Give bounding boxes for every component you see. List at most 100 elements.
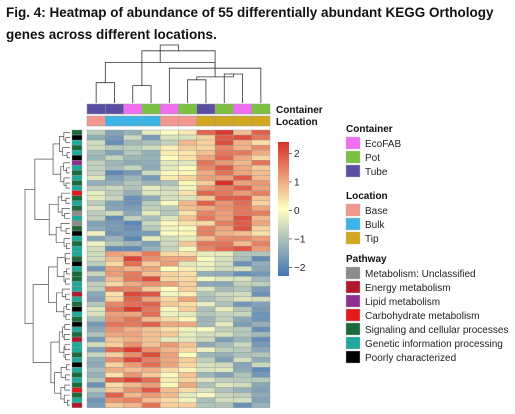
cell-r42-c5 (178, 341, 197, 348)
cell-r7-c0 (86, 165, 106, 171)
cell-r23-c4 (159, 245, 179, 252)
cell-r0-c1 (105, 129, 124, 136)
cell-r18-c0 (86, 220, 106, 227)
cell-r1-c3 (141, 134, 161, 141)
cell-r19-c9 (251, 225, 271, 232)
cell-r23-c7 (214, 245, 234, 252)
cell-r50-c7 (214, 382, 234, 388)
cell-r23-c6 (196, 245, 216, 252)
cell-r35-c3 (141, 306, 161, 313)
row-dendro-link-38 (64, 344, 70, 350)
pathway-cell-19 (71, 225, 83, 232)
row-dendro-link-8 (63, 177, 70, 186)
cell-r1-c5 (178, 134, 197, 141)
cell-r34-c8 (233, 301, 252, 307)
pathway-cell-35 (71, 306, 83, 313)
cell-r34-c2 (123, 301, 143, 307)
cell-r42-c9 (251, 341, 271, 348)
cell-r32-c2 (123, 291, 143, 297)
cell-r17-c3 (141, 215, 161, 222)
cell-r1-c9 (251, 134, 271, 141)
cell-r43-c4 (159, 346, 179, 353)
cell-r7-c5 (178, 165, 197, 171)
cell-r53-c6 (196, 397, 216, 403)
cell-r32-c9 (251, 291, 271, 297)
cell-r2-c8 (233, 139, 252, 146)
cell-r24-c1 (105, 250, 124, 257)
cell-r4-c3 (141, 149, 161, 156)
cell-r34-c4 (159, 301, 179, 307)
cell-r5-c2 (123, 155, 143, 161)
cell-r2-c0 (86, 139, 106, 146)
cell-r36-c1 (105, 311, 124, 318)
cell-r3-c7 (214, 144, 234, 151)
cell-r37-c9 (251, 316, 271, 323)
pathway-cell-4 (71, 149, 83, 156)
cell-r8-c9 (251, 170, 271, 176)
cell-r40-c1 (105, 331, 124, 338)
cell-r2-c7 (214, 139, 234, 146)
cell-r6-c1 (105, 160, 124, 166)
cell-r53-c7 (214, 397, 234, 403)
row-dendro-link-25 (65, 278, 70, 285)
cell-r0-c6 (196, 129, 216, 136)
cell-r24-c3 (141, 250, 161, 257)
cell-r51-c2 (123, 387, 143, 393)
cell-r31-c7 (214, 286, 234, 292)
legend-pathway: Pathway Metabolism: Unclassified Energy me… (345, 254, 508, 364)
row-dendro-link-11 (65, 197, 70, 204)
cell-r40-c6 (196, 331, 216, 338)
cell-r51-c3 (141, 387, 161, 393)
cell-r50-c9 (251, 382, 271, 388)
cell-r21-c2 (123, 235, 143, 242)
cell-r12-c0 (86, 190, 106, 196)
pathway-cell-47 (71, 367, 83, 373)
cell-r21-c6 (196, 235, 216, 242)
cell-r10-c3 (141, 180, 161, 186)
cell-r4-c7 (214, 149, 234, 156)
row-dendro-link-30 (66, 303, 70, 310)
location-cell-3 (141, 115, 161, 127)
cell-r51-c8 (233, 387, 252, 393)
row-dendro-link-29 (61, 288, 70, 297)
cell-r15-c7 (214, 205, 234, 212)
container-legend-title: Container (346, 124, 393, 135)
cell-r44-c7 (214, 352, 234, 358)
cell-r19-c6 (196, 225, 216, 232)
cell-r38-c3 (141, 321, 161, 328)
cell-r8-c1 (105, 170, 124, 176)
cell-r52-c1 (105, 392, 124, 398)
cell-r1-c7 (214, 134, 234, 141)
row-dendro-link-21 (48, 204, 59, 236)
cell-r39-c5 (178, 326, 197, 333)
cell-r48-c2 (123, 372, 143, 378)
location-annotation-row (86, 115, 271, 127)
cell-r51-c1 (105, 387, 124, 393)
cell-r14-c6 (196, 200, 216, 206)
cell-r7-c3 (141, 165, 161, 171)
cell-r32-c7 (214, 291, 234, 297)
row-dendro-link-0 (65, 137, 70, 143)
cell-r53-c4 (159, 397, 179, 403)
cell-r26-c6 (196, 261, 216, 267)
cell-r16-c4 (159, 210, 179, 217)
pathway-cell-52 (71, 392, 83, 398)
colorbar: 2 1 0 −1 −2 (278, 142, 306, 276)
pathway-cell-7 (71, 165, 83, 171)
cell-r5-c7 (214, 155, 234, 161)
pathway-cell-21 (71, 235, 83, 242)
row-dendro-link-33 (56, 292, 64, 313)
cell-r11-c3 (141, 185, 161, 191)
cell-r53-c3 (141, 397, 161, 403)
container-annotation-row (86, 103, 271, 115)
container-cell-3 (141, 103, 161, 115)
pathway-cell-2 (71, 139, 83, 146)
cell-r49-c6 (196, 377, 216, 383)
cell-r48-c3 (141, 372, 161, 378)
pathway-legend-label: Signaling and cellular processes (365, 325, 508, 336)
cell-r10-c0 (86, 180, 106, 186)
cell-r31-c1 (105, 286, 124, 292)
cell-r28-c0 (86, 271, 106, 277)
cell-r6-c0 (86, 160, 106, 166)
cell-r20-c2 (123, 230, 143, 237)
